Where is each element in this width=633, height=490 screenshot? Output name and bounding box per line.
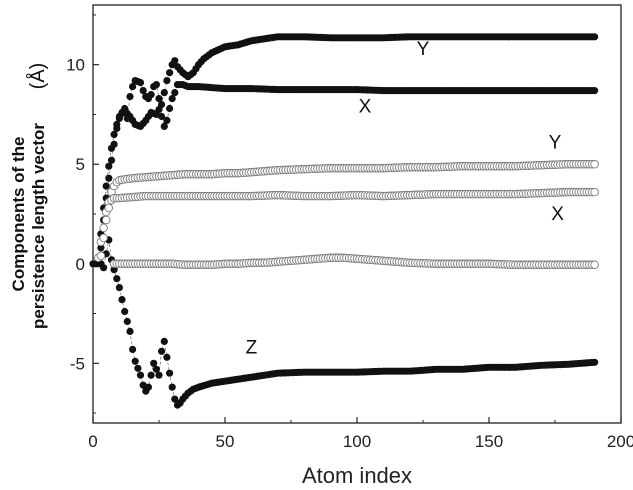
series-guide-line bbox=[98, 36, 595, 260]
series-label: Y bbox=[549, 132, 562, 153]
series-label: X bbox=[551, 204, 564, 225]
data-point-filled bbox=[131, 357, 139, 365]
data-point-filled bbox=[147, 371, 155, 379]
data-point-filled bbox=[166, 69, 174, 77]
data-point-filled bbox=[166, 369, 174, 377]
data-point-filled bbox=[102, 182, 110, 190]
data-point-filled bbox=[160, 89, 168, 97]
y-axis-ticks: -5 0 5 10 bbox=[66, 14, 99, 414]
data-point-filled bbox=[160, 337, 168, 345]
data-point-filled bbox=[139, 87, 147, 95]
data-point-filled bbox=[150, 359, 158, 367]
data-point-filled bbox=[171, 57, 179, 65]
data-point-filled bbox=[105, 162, 113, 170]
data-point-filled bbox=[136, 79, 145, 87]
data-point-open bbox=[104, 203, 114, 213]
data-point-filled bbox=[171, 395, 179, 403]
y-tick-label: -5 bbox=[70, 354, 85, 373]
data-point-filled bbox=[129, 83, 137, 91]
data-point-filled bbox=[107, 156, 116, 164]
data-point-filled bbox=[163, 353, 171, 361]
data-point-filled bbox=[168, 383, 176, 391]
data-point-filled bbox=[163, 116, 171, 124]
x-tick-label: 150 bbox=[475, 432, 503, 451]
y-axis-unit: (Å) bbox=[26, 63, 49, 90]
data-point-filled bbox=[134, 364, 142, 372]
data-point-filled bbox=[126, 327, 134, 335]
data-point-filled bbox=[126, 93, 134, 101]
series-label: X bbox=[359, 96, 372, 117]
x-axis-ticks: 0 50 100 150 200 bbox=[88, 417, 633, 451]
y-axis-title-line1: Components of the bbox=[9, 137, 28, 292]
data-point-filled bbox=[591, 87, 599, 95]
data-point-filled bbox=[158, 112, 166, 121]
data-point-filled bbox=[110, 130, 118, 138]
data-markers bbox=[89, 33, 599, 409]
data-point-open bbox=[99, 223, 108, 233]
data-point-filled bbox=[155, 95, 163, 103]
y-tick-label: 5 bbox=[76, 155, 85, 174]
x-axis-title: Atom index bbox=[302, 463, 412, 488]
data-point-filled bbox=[591, 33, 599, 41]
data-point-filled bbox=[158, 100, 166, 109]
data-point-filled bbox=[158, 347, 166, 355]
data-point-filled bbox=[160, 122, 168, 130]
data-point-filled bbox=[113, 124, 121, 132]
data-point-filled bbox=[171, 89, 179, 97]
data-point-filled bbox=[168, 95, 176, 103]
data-point-filled bbox=[163, 77, 171, 85]
data-point-filled bbox=[155, 371, 163, 379]
data-point-filled bbox=[144, 383, 152, 391]
data-point-filled bbox=[129, 345, 137, 353]
data-point-filled bbox=[166, 104, 174, 113]
data-point-filled bbox=[152, 365, 160, 373]
x-tick-label: 0 bbox=[88, 432, 97, 451]
data-point-filled bbox=[115, 114, 123, 123]
series-labels: Y X Z Y X bbox=[246, 39, 565, 359]
y-axis-title-line2: persistence length vector bbox=[29, 123, 48, 329]
data-point-open bbox=[96, 251, 106, 261]
x-tick-label: 50 bbox=[216, 432, 235, 451]
data-point-filled bbox=[123, 114, 131, 123]
data-point-filled bbox=[110, 140, 118, 148]
data-point-filled bbox=[136, 371, 145, 379]
data-point-filled bbox=[115, 284, 123, 292]
data-point-open bbox=[590, 187, 599, 197]
y-tick-label: 10 bbox=[66, 56, 85, 75]
data-point-filled bbox=[121, 104, 129, 113]
data-point-open bbox=[590, 260, 599, 270]
x-tick-label: 100 bbox=[343, 432, 371, 451]
data-point-filled bbox=[100, 264, 108, 272]
data-point-filled bbox=[121, 307, 129, 316]
series-label: Z bbox=[246, 337, 258, 358]
data-point-open bbox=[99, 233, 108, 243]
data-point-filled bbox=[105, 174, 113, 182]
data-point-filled bbox=[147, 91, 155, 99]
data-point-filled bbox=[591, 358, 599, 366]
data-point-filled bbox=[118, 296, 126, 304]
x-tick-label: 200 bbox=[607, 432, 633, 451]
data-point-filled bbox=[152, 81, 160, 89]
series-label: Y bbox=[417, 39, 430, 60]
data-point-open bbox=[101, 215, 111, 225]
y-tick-label: 0 bbox=[76, 255, 85, 274]
data-point-filled bbox=[123, 317, 131, 326]
y-axis-title: Components of the persistence length vec… bbox=[9, 63, 49, 329]
data-point-filled bbox=[97, 244, 105, 252]
data-point-open bbox=[590, 159, 599, 169]
data-point-filled bbox=[113, 275, 121, 283]
